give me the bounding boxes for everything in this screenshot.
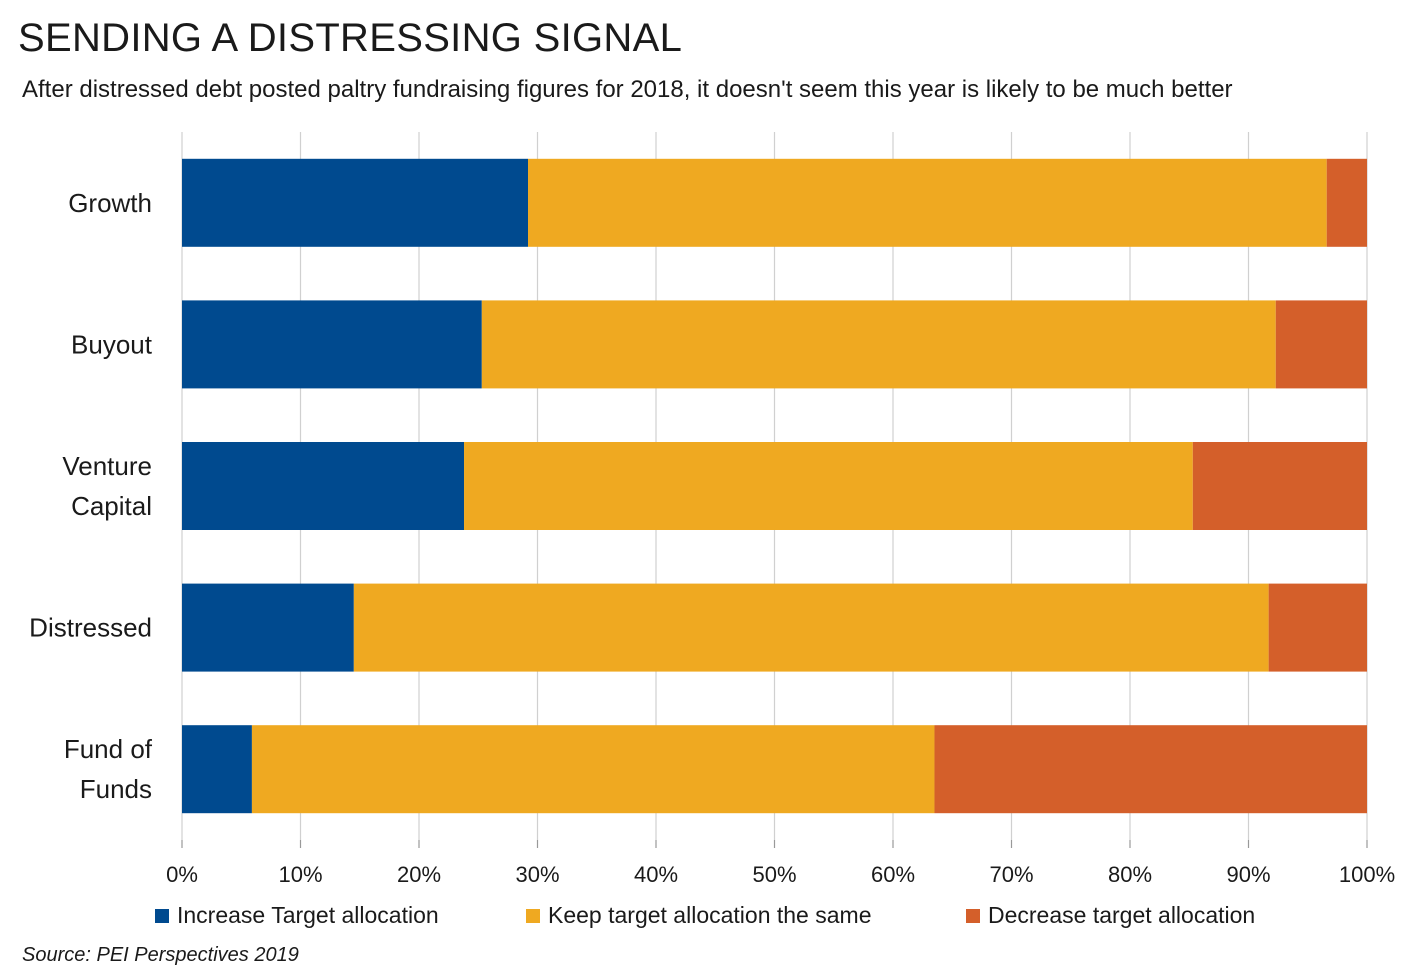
- x-tick-label: 40%: [634, 862, 678, 887]
- legend-label-decrease: Decrease target allocation: [988, 902, 1256, 928]
- bar-segment-keep: [353, 583, 1269, 672]
- bar-segment-increase: [182, 583, 354, 672]
- legend-item-keep: Keep target allocation the same: [526, 902, 871, 929]
- bar-segment-keep: [464, 442, 1193, 530]
- x-tick-label: 20%: [397, 862, 441, 887]
- bar-segment-increase: [182, 725, 252, 814]
- source-note: Source: PEI Perspectives 2019: [22, 944, 299, 966]
- chart-title: SENDING A DISTRESSING SIGNAL: [18, 16, 683, 60]
- legend-label-keep: Keep target allocation the same: [548, 902, 872, 928]
- bar-segment-increase: [182, 300, 482, 389]
- legend-item-decrease: Decrease target allocation: [966, 902, 1255, 929]
- x-tick-label: 70%: [989, 862, 1033, 887]
- category-label: Distressed: [29, 613, 152, 643]
- x-tick-label: 90%: [1226, 862, 1270, 887]
- x-tick-label: 0%: [166, 862, 198, 887]
- bar-segment-decrease: [1326, 158, 1367, 247]
- x-tick-label: 30%: [515, 862, 559, 887]
- x-tick-label: 50%: [752, 862, 796, 887]
- category-label: Venture Capital: [62, 451, 152, 521]
- x-tick-label: 10%: [278, 862, 322, 887]
- bar-segment-increase: [182, 158, 529, 247]
- bar-segment-decrease: [1275, 300, 1367, 389]
- x-tick-label: 100%: [1339, 862, 1395, 887]
- bar-segment-decrease: [934, 725, 1367, 814]
- legend: Increase Target allocation Keep target a…: [0, 902, 1427, 932]
- x-tick-label: 80%: [1108, 862, 1152, 887]
- bar-segment-keep: [481, 300, 1276, 389]
- bar-segment-keep: [251, 725, 935, 814]
- bar-segment-keep: [528, 158, 1327, 247]
- legend-swatch-increase: [155, 908, 169, 923]
- legend-swatch-keep: [526, 908, 540, 923]
- category-label: Buyout: [71, 329, 153, 359]
- x-tick-label: 60%: [871, 862, 915, 887]
- bar-segment-decrease: [1192, 442, 1367, 530]
- bar-segment-decrease: [1268, 583, 1367, 672]
- bar-segment-increase: [182, 442, 465, 530]
- category-label: Growth: [68, 188, 152, 218]
- legend-item-increase: Increase Target allocation: [155, 902, 439, 929]
- chart-subtitle: After distressed debt posted paltry fund…: [22, 76, 1233, 103]
- bar-chart: 0% 10% 20% 30% 40% 50% 60% 70% 80% 90% 100% Growth B…: [29, 132, 1395, 887]
- category-label: Fund of Funds: [64, 734, 153, 804]
- legend-swatch-decrease: [966, 908, 980, 923]
- legend-label-increase: Increase Target allocation: [177, 902, 439, 928]
